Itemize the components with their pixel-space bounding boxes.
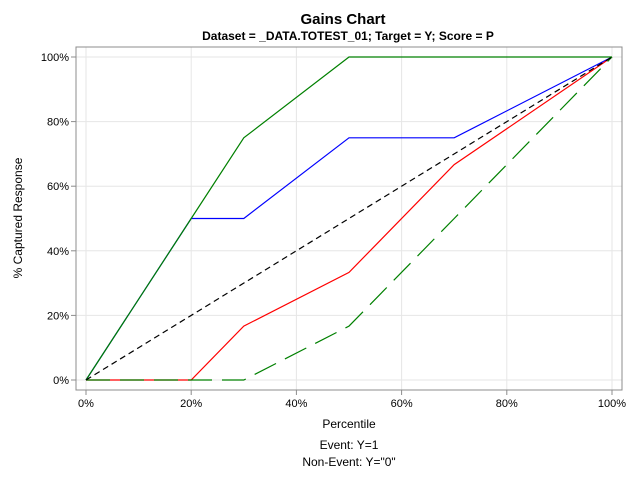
y-tick-label: 80% [47, 117, 69, 129]
grid-lines [76, 47, 622, 390]
x-tick-label: 100% [598, 398, 626, 410]
y-tick-label: 0% [53, 375, 69, 387]
x-tick-label: 60% [391, 398, 413, 410]
y-tick-label: 60% [47, 181, 69, 193]
series-line-3 [85, 56, 612, 381]
x-tick-label: 80% [496, 398, 518, 410]
series-lines [85, 56, 613, 381]
plot-area-frame [75, 46, 623, 391]
series-line-5 [85, 56, 613, 381]
y-tick-label: 40% [47, 246, 69, 258]
y-axis-title: % Captured Response [11, 157, 25, 278]
x-tick-label: 0% [78, 398, 94, 410]
non-event-note: Non-Event: Y="0" [302, 455, 395, 469]
series-line-4 [86, 56, 613, 381]
chart-title: Gains Chart [300, 11, 385, 28]
event-note: Event: Y=1 [320, 438, 379, 452]
x-axis-title: Percentile [322, 417, 376, 431]
y-tick-label: 20% [47, 310, 69, 322]
x-tick-label: 20% [180, 398, 202, 410]
y-tick-label: 100% [41, 52, 69, 64]
chart-subtitle: Dataset = _DATA.TOTEST_01; Target = Y; S… [202, 29, 494, 43]
axis-ticks: 0% 20% 40% 60% 80% 100% 0% 20% 40% 60% 80% 100% [41, 52, 626, 410]
x-tick-label: 40% [285, 398, 307, 410]
